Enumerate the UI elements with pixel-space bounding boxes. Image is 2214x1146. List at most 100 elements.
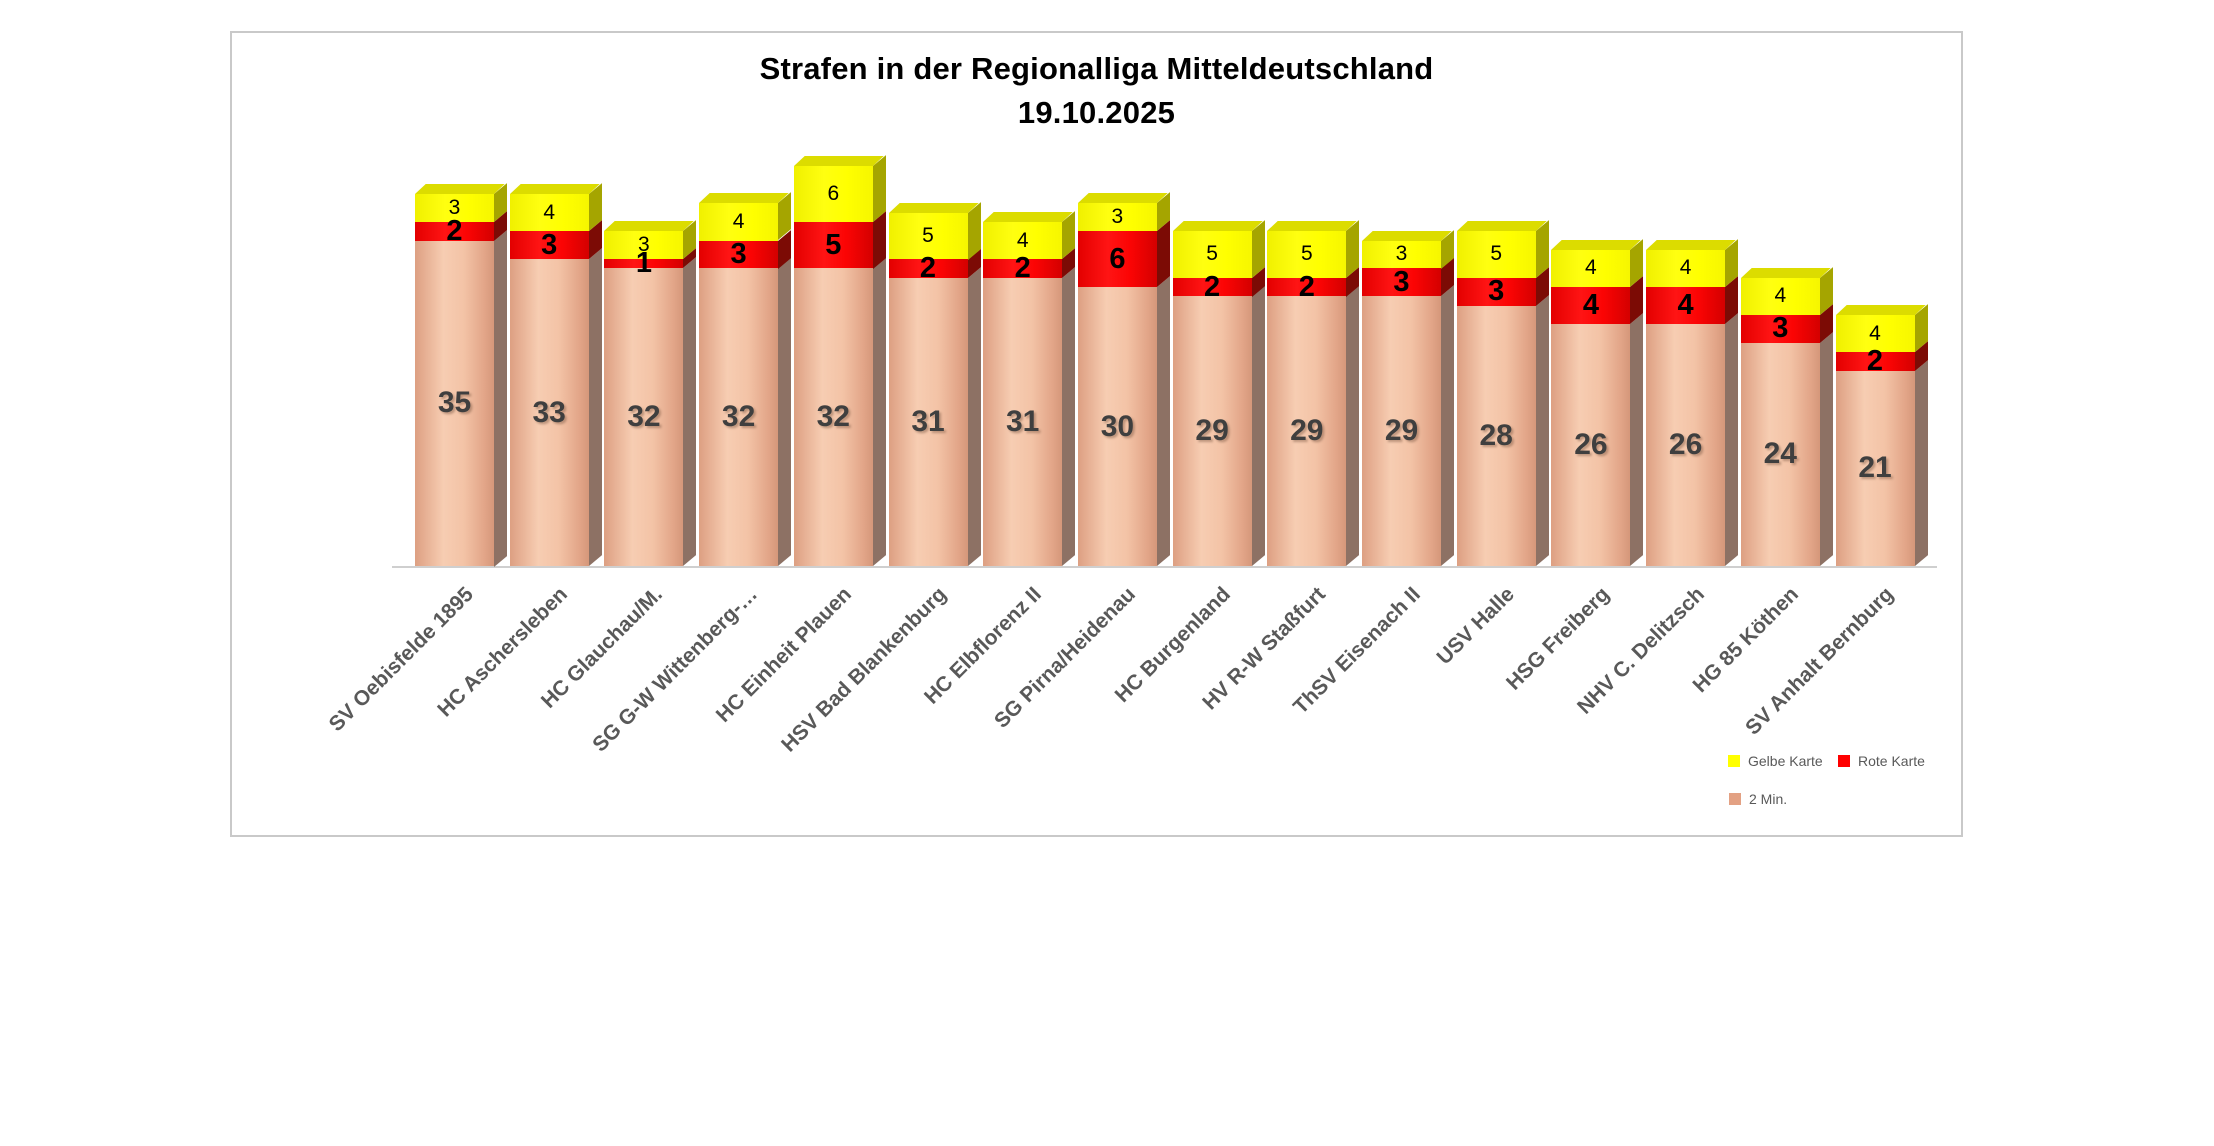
bar-front-face bbox=[415, 194, 494, 222]
bar-top-face bbox=[1835, 304, 1926, 315]
bar-group: 29 2 5 bbox=[1172, 220, 1265, 566]
bar-front-face bbox=[1077, 203, 1157, 232]
bar-side-face bbox=[1251, 285, 1265, 566]
bar-group: 26 4 4 bbox=[1551, 238, 1644, 566]
plot-area: 35 2 3 33 3 4 32 1 3 32 3 4 32 5 6 31 2 5 31 2 4 30 6 3 29 2 5 29 2 5… bbox=[232, 33, 1961, 835]
bar-front-face bbox=[1551, 287, 1631, 325]
bar-segment-rote-karte: 2 bbox=[1835, 341, 1928, 377]
bar-segment-rote-karte: 1 bbox=[604, 247, 697, 280]
value-label: 1 bbox=[635, 247, 652, 280]
bar-front-face bbox=[1172, 296, 1252, 566]
bar-front-face bbox=[1456, 231, 1536, 278]
bar-segment-2min: 26 bbox=[1551, 313, 1644, 566]
bar-group: 24 3 4 bbox=[1740, 266, 1833, 566]
bar-front-face bbox=[1077, 287, 1157, 566]
bar-side-face bbox=[872, 257, 886, 566]
bar-top-face bbox=[1456, 221, 1547, 232]
bar-segment-2min: 35 bbox=[415, 229, 507, 566]
bar-front-face bbox=[793, 221, 873, 269]
value-label: 4 bbox=[1774, 284, 1787, 308]
bar-segment-gelbe-karte: 4 bbox=[1740, 266, 1833, 315]
legend-swatch-rote-karte bbox=[1838, 755, 1850, 767]
bar-segment-2min: 29 bbox=[1267, 285, 1360, 566]
legend-item-2min: 2 Min. bbox=[1729, 791, 1787, 807]
bar-front-face bbox=[1835, 370, 1915, 566]
bar-front-face bbox=[1267, 277, 1347, 297]
bar-front-face bbox=[888, 277, 968, 566]
bar-top-face bbox=[983, 211, 1073, 222]
value-label: 3 bbox=[1393, 265, 1410, 298]
bar-front-face bbox=[1456, 277, 1536, 306]
bar-segment-2min: 32 bbox=[793, 257, 886, 566]
bar-front-face bbox=[1646, 324, 1726, 566]
x-axis-line bbox=[392, 566, 1937, 568]
bar-side-face bbox=[967, 266, 981, 566]
bar-side-face bbox=[1535, 294, 1549, 566]
bar-front-face bbox=[793, 166, 873, 222]
bar-group: 31 2 4 bbox=[983, 211, 1076, 566]
value-label: 4 bbox=[1869, 321, 1881, 345]
bar-side-face bbox=[1156, 276, 1170, 566]
bar-segment-gelbe-karte: 5 bbox=[1267, 220, 1360, 278]
bar-segment-2min: 29 bbox=[1172, 285, 1265, 566]
bar-side-face bbox=[872, 155, 886, 222]
bar-segment-rote-karte: 5 bbox=[793, 210, 886, 269]
legend-swatch-gelbe-karte bbox=[1728, 755, 1740, 767]
value-label: 32 bbox=[721, 400, 756, 434]
legend-item-rote-karte: Rote Karte bbox=[1838, 753, 1925, 769]
bar-front-face bbox=[1172, 231, 1252, 278]
value-label: 29 bbox=[1290, 414, 1324, 448]
bar-group: 35 2 3 bbox=[415, 183, 507, 566]
value-label: 3 bbox=[1111, 205, 1124, 229]
bar-segment-2min: 33 bbox=[509, 248, 602, 566]
bar-front-face bbox=[604, 259, 684, 269]
bar-group: 32 1 3 bbox=[604, 220, 697, 566]
value-label: 3 bbox=[1395, 242, 1408, 266]
value-label: 24 bbox=[1763, 437, 1797, 471]
bar-segment-rote-karte: 2 bbox=[1267, 266, 1360, 303]
bar-front-face bbox=[793, 268, 873, 566]
bar-side-face bbox=[1062, 266, 1076, 566]
bar-group: 33 3 4 bbox=[509, 183, 602, 566]
bar-segment-2min: 31 bbox=[888, 266, 981, 566]
bar-front-face bbox=[415, 221, 494, 241]
bar-segment-2min: 21 bbox=[1835, 359, 1928, 566]
bar-side-face bbox=[1914, 359, 1928, 566]
bar-group: 28 3 5 bbox=[1456, 220, 1549, 566]
chart-title: Strafen in der Regionalliga Mitteldeutsc… bbox=[232, 47, 1961, 135]
bar-front-face bbox=[699, 203, 779, 241]
bar-front-face bbox=[1835, 352, 1915, 371]
legend-item-gelbe-karte: Gelbe Karte bbox=[1728, 753, 1823, 769]
bar-segment-2min: 32 bbox=[699, 257, 792, 566]
bar-front-face bbox=[1267, 296, 1347, 566]
bar-front-face bbox=[1267, 231, 1347, 278]
value-label: 4 bbox=[732, 209, 745, 233]
value-label: 4 bbox=[1585, 256, 1597, 280]
bar-segment-2min: 26 bbox=[1646, 313, 1739, 566]
bar-group: 26 4 4 bbox=[1646, 238, 1739, 566]
bar-segment-2min: 28 bbox=[1456, 294, 1549, 566]
bar-top-face bbox=[509, 184, 600, 195]
value-label: 3 bbox=[1488, 275, 1505, 308]
bar-top-face bbox=[888, 202, 979, 213]
value-label: 5 bbox=[1206, 242, 1218, 266]
value-label: 29 bbox=[1195, 414, 1229, 448]
legend-label-2min: 2 Min. bbox=[1749, 791, 1788, 807]
bar-front-face bbox=[604, 268, 684, 566]
bar-segment-rote-karte: 4 bbox=[1646, 276, 1739, 325]
value-label: 31 bbox=[1006, 404, 1040, 438]
bar-front-face bbox=[1740, 314, 1820, 343]
bar-front-face bbox=[983, 259, 1063, 278]
bar-segment-2min: 30 bbox=[1077, 276, 1170, 566]
bar-side-face bbox=[1156, 220, 1170, 287]
bar-segment-gelbe-karte: 4 bbox=[1835, 304, 1928, 353]
legend-label-gelbe-karte: Gelbe Karte bbox=[1748, 753, 1823, 769]
bar-segment-rote-karte: 6 bbox=[1077, 220, 1170, 287]
bar-segment-gelbe-karte: 5 bbox=[1172, 220, 1265, 278]
bar-segment-rote-karte: 3 bbox=[509, 220, 602, 261]
bar-top-face bbox=[1267, 221, 1358, 232]
value-label: 3 bbox=[448, 195, 461, 219]
bar-front-face bbox=[1077, 231, 1157, 287]
bar-segment-2min: 29 bbox=[1362, 285, 1454, 566]
bar-group: 30 6 3 bbox=[1077, 192, 1170, 566]
